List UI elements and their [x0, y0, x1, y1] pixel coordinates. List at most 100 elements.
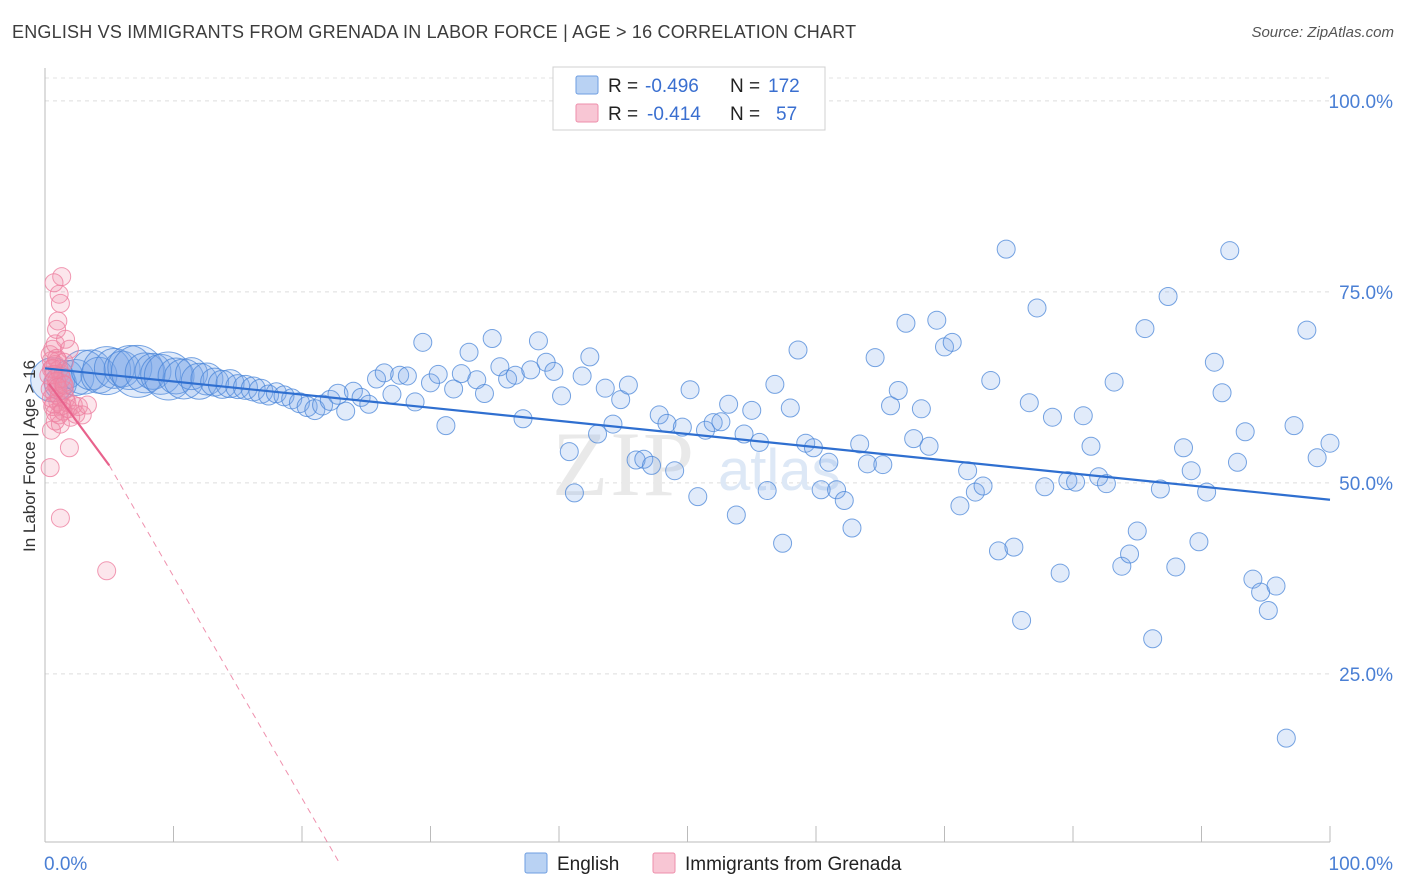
english-point	[757, 481, 777, 501]
english-point	[374, 363, 394, 383]
english-point	[965, 482, 985, 502]
english-point	[1004, 537, 1024, 557]
watermark-zip: ZIP	[552, 413, 696, 515]
english-point	[1227, 452, 1247, 472]
english-point	[428, 364, 448, 384]
english-point	[1050, 563, 1070, 583]
english-point	[680, 380, 700, 400]
grenada-point	[50, 293, 70, 313]
english-point	[359, 394, 379, 414]
watermark-atlas: atlas	[718, 438, 841, 503]
english-point	[1220, 241, 1240, 261]
y-tick-label-75: 75.0%	[1339, 283, 1393, 304]
english-point	[1096, 474, 1116, 494]
grenada-trend-line	[47, 382, 111, 467]
grenada-point	[50, 508, 70, 528]
english-point	[421, 373, 440, 393]
english-point	[572, 366, 592, 386]
english-point	[665, 461, 685, 481]
english-point	[1081, 436, 1101, 456]
english-point	[588, 424, 608, 444]
english-point	[1073, 406, 1093, 426]
english-point	[888, 380, 908, 400]
english-point	[1035, 477, 1055, 497]
english-point	[726, 505, 746, 525]
english-point	[544, 361, 564, 381]
english-point	[973, 476, 993, 496]
english-point	[881, 396, 901, 416]
english-point	[552, 386, 572, 406]
english-point	[1058, 471, 1078, 491]
legend-swatch-english	[575, 75, 599, 95]
english-point	[1112, 556, 1132, 576]
english-point	[1120, 544, 1140, 564]
english-point	[1174, 438, 1194, 458]
grenada-point	[59, 438, 79, 458]
english-point	[1258, 601, 1278, 621]
grenada-point	[66, 404, 86, 424]
y-axis-title: In Labor Force | Age > 16	[20, 360, 39, 552]
watermark: ZIP atlas	[552, 413, 841, 515]
english-point	[413, 332, 433, 352]
y-tick-label-50: 50.0%	[1339, 474, 1393, 495]
axes	[44, 68, 1331, 843]
grenada-point	[52, 267, 72, 287]
english-point	[919, 436, 939, 456]
english-point	[436, 416, 456, 436]
english-point	[634, 449, 654, 469]
series-label-grenada: Immigrants from Grenada	[685, 854, 902, 875]
series-label-english: English	[557, 854, 619, 875]
english-point	[1158, 287, 1178, 307]
english-point	[1204, 352, 1224, 372]
english-point	[788, 340, 808, 360]
english-point	[190, 362, 224, 396]
y-tick-labels: 25.0% 50.0% 75.0% 100.0%	[1329, 92, 1394, 686]
english-point	[742, 400, 762, 420]
english-point	[904, 429, 924, 449]
grenada-trend-extension	[108, 465, 341, 866]
english-point	[1019, 393, 1039, 413]
english-point	[1235, 422, 1255, 442]
english-trend-line	[44, 367, 1331, 501]
grenada-point	[56, 329, 76, 349]
english-point	[672, 417, 692, 437]
english-point	[336, 401, 356, 421]
english-point	[1143, 629, 1163, 649]
english-point	[580, 347, 600, 367]
grenada-point	[97, 561, 117, 581]
english-point	[143, 351, 193, 401]
english-point	[1320, 433, 1340, 453]
english-point	[865, 348, 885, 368]
correlation-legend: R = -0.496 N = 172 R = -0.414 N = 57	[552, 66, 826, 131]
english-point	[215, 369, 245, 399]
english-point	[1189, 532, 1209, 552]
english-point	[490, 357, 510, 377]
y-tick-label-25: 25.0%	[1339, 665, 1393, 686]
english-point	[1012, 610, 1032, 630]
english-point	[1104, 372, 1124, 392]
english-point	[842, 518, 862, 538]
english-point	[996, 239, 1016, 259]
english-point	[124, 352, 166, 394]
english-point	[811, 480, 831, 500]
x-tick-label-100: 100.0%	[1329, 854, 1394, 875]
english-point	[559, 442, 579, 462]
legend-r-label-grenada: R =	[608, 104, 638, 125]
english-point	[780, 398, 800, 418]
english-point	[444, 379, 464, 399]
english-point	[703, 413, 723, 433]
english-point	[942, 332, 962, 352]
english-point	[857, 454, 877, 474]
english-point	[1166, 557, 1186, 577]
english-point	[405, 392, 425, 412]
english-point	[773, 533, 793, 553]
english-point	[834, 490, 854, 510]
english-point	[618, 375, 638, 395]
english-point	[1135, 319, 1155, 339]
english-point	[642, 455, 662, 475]
english-point	[390, 365, 410, 385]
english-point	[595, 378, 615, 398]
english-point	[981, 371, 1001, 391]
english-point	[649, 405, 669, 425]
